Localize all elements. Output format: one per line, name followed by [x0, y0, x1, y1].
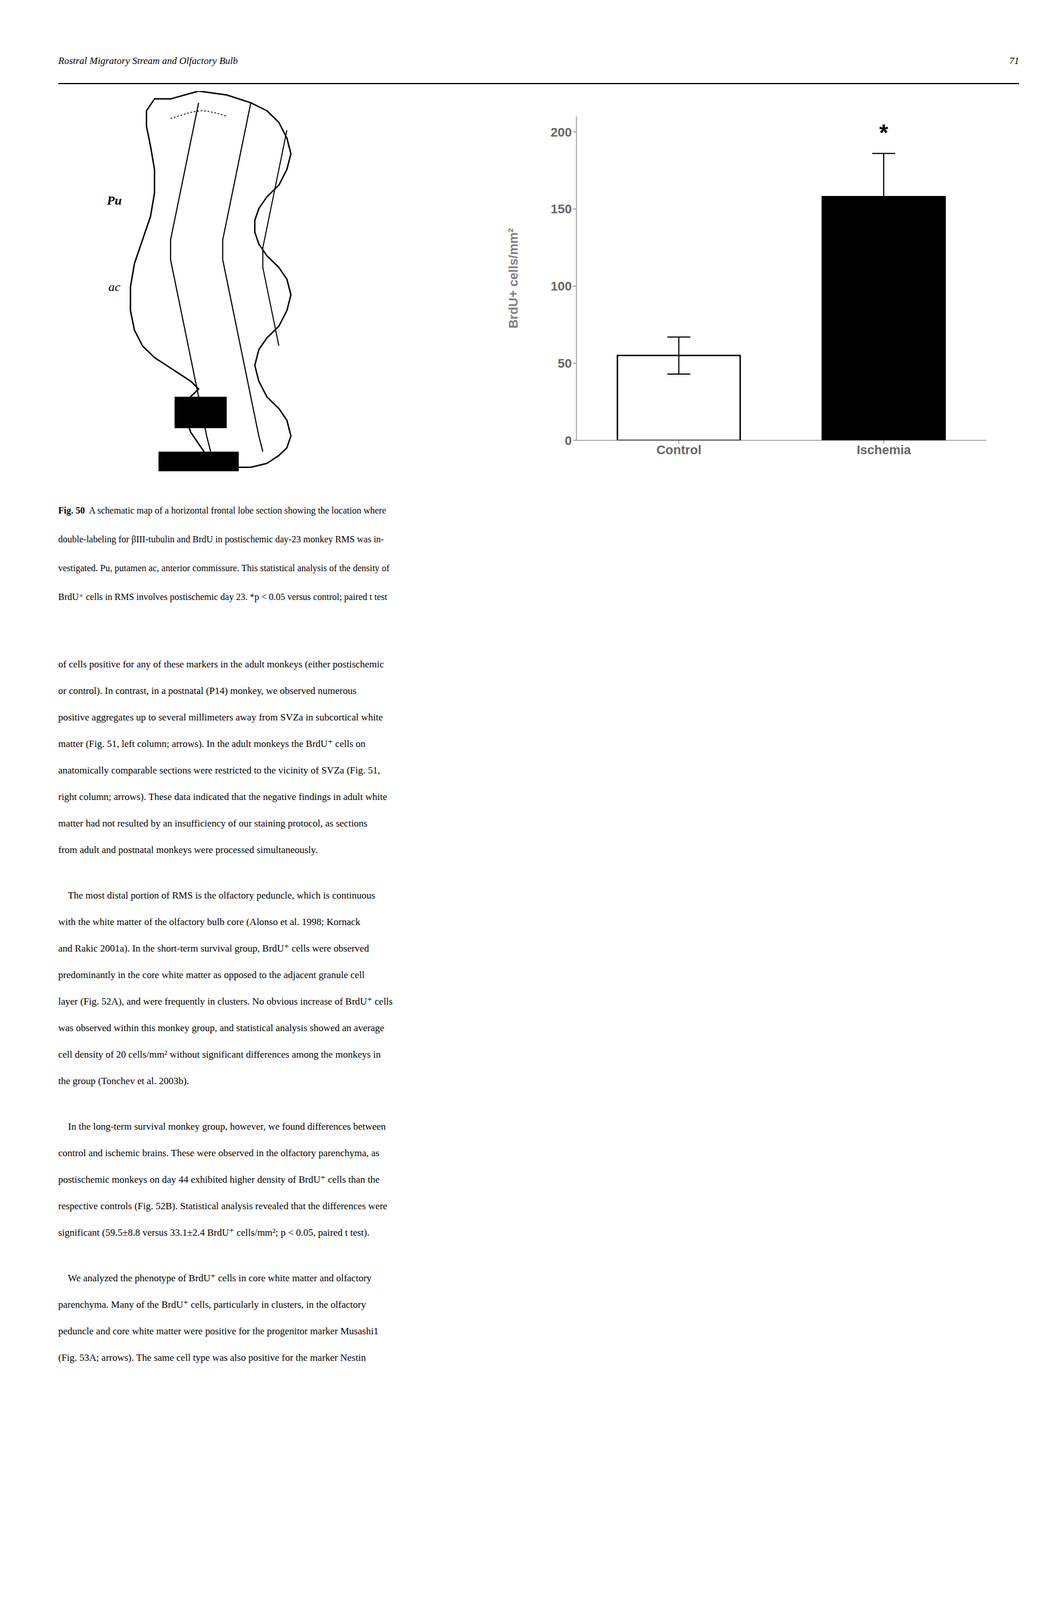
html-text:right column; arrows). These d: right column; arrows). These data indica… — [58, 791, 388, 803]
html-text:parenchyma. Many of the BrdU⁺: parenchyma. Many of the BrdU⁺ cells, par… — [58, 1299, 366, 1311]
html-text:ac: ac — [108, 279, 121, 294]
svg-text:BrdU+ cells/mm²: BrdU+ cells/mm² — [506, 228, 521, 329]
html-text:was observed within this monke: was observed within this monkey group, a… — [58, 1022, 385, 1034]
svg-text:0: 0 — [564, 433, 572, 448]
html-text:Pu: Pu — [106, 193, 122, 208]
svg-text:150: 150 — [550, 201, 572, 217]
html-text:the group (Tonchev et al. 2003: the group (Tonchev et al. 2003b). — [58, 1075, 189, 1087]
html-text:positive aggregates up to seve: positive aggregates up to several millim… — [58, 711, 383, 723]
html-text:layer (Fig. 52A), and were fre: layer (Fig. 52A), and were frequently in… — [58, 996, 393, 1008]
html-text:of cells positive for any of t: of cells positive for any of these marke… — [58, 658, 384, 670]
html-text:71: 71 — [1009, 55, 1020, 67]
svg-text:*: * — [879, 119, 889, 146]
html-text:In the long-term survival monk: In the long-term survival monkey group, … — [58, 1121, 386, 1133]
html-text:anatomically comparable sectio: anatomically comparable sections were re… — [58, 764, 381, 776]
svg-text:Ischemia: Ischemia — [856, 442, 912, 458]
html-text:or control). In contrast, in a: or control). In contrast, in a postnatal… — [58, 685, 357, 697]
html-text:respective controls (Fig. 52B): respective controls (Fig. 52B). Statisti… — [58, 1200, 388, 1212]
html-text:We analyzed the phenotype of B: We analyzed the phenotype of BrdU⁺ cells… — [58, 1272, 372, 1284]
html-text:double-labeling for βIII-tubul: double-labeling for βIII-tubulin and Brd… — [58, 534, 384, 545]
html-text:(Fig. 53A; arrows). The same c: (Fig. 53A; arrows). The same cell type w… — [58, 1352, 366, 1364]
html-text:postischemic monkeys on day 44: postischemic monkeys on day 44 exhibited… — [58, 1174, 380, 1186]
svg-text:100: 100 — [550, 278, 572, 294]
html-text:BrdU⁺ cells in RMS involves po: BrdU⁺ cells in RMS involves postischemic… — [58, 591, 388, 602]
svg-text:Control: Control — [656, 442, 702, 458]
html-text:peduncle and core white matter: peduncle and core white matter were posi… — [58, 1325, 379, 1337]
html-text:cell density of 20 cells/mm² w: cell density of 20 cells/mm² without sig… — [58, 1049, 381, 1061]
html-text:significant (59.5±8.8 versus 3: significant (59.5±8.8 versus 33.1±2.4 Br… — [58, 1227, 370, 1239]
html-text:Fig. 50 A schematic map of a h: Fig. 50 A schematic map of a horizontal … — [58, 505, 387, 516]
svg-text:200: 200 — [550, 125, 572, 140]
html-text:with the white matter of the o: with the white matter of the olfactory b… — [58, 916, 361, 928]
html-text:predominantly in the core whit: predominantly in the core white matter a… — [58, 969, 365, 981]
html-text:Rostral Migratory Stream and O: Rostral Migratory Stream and Olfactory B… — [58, 55, 238, 67]
html-text:control and ischemic brains. T: control and ischemic brains. These were … — [58, 1147, 380, 1159]
html-text:matter (Fig. 51, left column;: matter (Fig. 51, left column; arrows). I… — [58, 738, 366, 750]
html-text:matter had not resulted by an: matter had not resulted by an insufficie… — [58, 817, 368, 829]
html-text:vestigated. Pu, putamen ac, an: vestigated. Pu, putamen ac, anterior com… — [58, 563, 390, 573]
html-text:The most distal portion of RMS: The most distal portion of RMS is the ol… — [58, 889, 376, 901]
svg-text:50: 50 — [557, 356, 572, 371]
html-text:and Rakic 2001a). In the short: and Rakic 2001a). In the short-term surv… — [58, 943, 369, 954]
html-text:from adult and postnatal monke: from adult and postnatal monkeys were pr… — [58, 844, 318, 856]
